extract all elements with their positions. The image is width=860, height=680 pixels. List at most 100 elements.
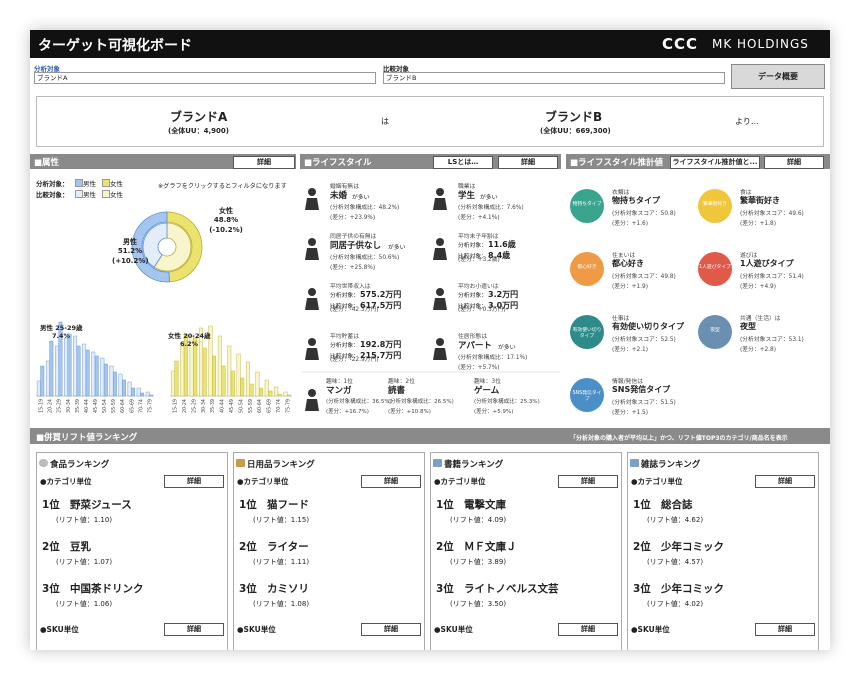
rank-number: 1位 xyxy=(42,499,60,511)
pie-slice xyxy=(153,222,192,272)
pie-label: 男性 xyxy=(123,238,137,246)
header-title: ターゲット可視化ボード xyxy=(38,38,192,54)
pie-value-label: 48.8% xyxy=(213,216,239,224)
rank-lift: (リフト値：4.57) xyxy=(647,558,704,566)
item-note: (差分：+4.9) xyxy=(740,284,776,290)
x-tick-label: 50-54 xyxy=(102,399,108,413)
section-title: ■属性 xyxy=(34,158,60,168)
age-bar xyxy=(85,349,90,397)
item-note: (差分：+4.1%) xyxy=(458,215,500,221)
overview-button[interactable]: データ概要 xyxy=(731,64,825,89)
hobby-note: (差分：+5.9%) xyxy=(474,409,514,415)
item-row-label: 比較対象： xyxy=(330,304,359,310)
item-note: (分析対象スコア：50.8) xyxy=(612,211,676,217)
rank-number: 2位 xyxy=(42,541,60,553)
button[interactable]: 詳細 xyxy=(164,623,224,636)
item-note: (差分：+5.7%) xyxy=(458,365,500,371)
age-bar xyxy=(140,392,145,397)
item-row-label: 比較対象： xyxy=(330,354,359,360)
icon xyxy=(305,348,319,360)
type-icon xyxy=(570,189,604,223)
button[interactable]: 詳細 xyxy=(558,475,618,488)
icon xyxy=(305,198,319,210)
item-suffix: が多い xyxy=(388,245,406,251)
ranking-card xyxy=(627,452,819,650)
rank-number: 3位 xyxy=(239,583,257,595)
dashboard: 15-19 20-24 25-29 30-34 35-39 40-44 45-49 50-54… xyxy=(30,30,830,650)
age-bar xyxy=(202,347,207,397)
age-bar xyxy=(94,355,99,397)
rank-name: ＭＦ文庫Ｊ xyxy=(464,541,517,553)
type-icon-text: 夜型 xyxy=(710,328,720,333)
age-peak-label: 女性 20-24歳 xyxy=(168,332,211,340)
button[interactable]: 詳細 xyxy=(361,623,421,636)
type-icon xyxy=(570,378,604,412)
age-peak-value: 7.4% xyxy=(52,332,71,340)
button[interactable]: 詳細 xyxy=(755,475,815,488)
icon xyxy=(433,248,447,260)
summary-uu: (全体UU：4,900) xyxy=(168,127,229,135)
button[interactable]: ライフスタイル推計値と... xyxy=(670,156,760,169)
filter-note: ※グラフをクリックするとフィルタになります xyxy=(158,183,287,190)
item-note: (分析対象スコア：53.1) xyxy=(740,337,804,343)
age-bar xyxy=(217,335,222,397)
item-suffix: が多い xyxy=(498,345,516,351)
rank-lift: (リフト値：1.15) xyxy=(253,516,310,524)
x-tick-label: 35-39 xyxy=(210,399,216,413)
summary-suffix: より… xyxy=(735,117,759,126)
type-icon xyxy=(570,252,604,286)
unit-label: ●カテゴリ単位 xyxy=(40,477,92,486)
card-title: 日用品ランキング xyxy=(247,460,315,470)
item-label: 仕事は xyxy=(612,316,630,322)
rank-name: 電撃文庫 xyxy=(464,499,506,511)
filter-select[interactable]: ブランドB xyxy=(383,72,725,84)
item-row-value: 3.2万円 xyxy=(488,290,519,299)
item-label: 職業は xyxy=(458,184,476,190)
section-title: ■ライフスタイル xyxy=(304,158,372,168)
unit-label: ●SKU単位 xyxy=(237,625,276,634)
item-value: アパート xyxy=(458,341,492,351)
filter-select[interactable]: ブランドA xyxy=(34,72,376,84)
type-icon-text: SNS発信タイプ xyxy=(572,391,602,402)
age-bar xyxy=(264,379,269,397)
age-peak-label: 男性 25-29歳 xyxy=(40,324,83,332)
rank-name: 豆乳 xyxy=(70,541,91,553)
button[interactable]: 詳細 xyxy=(233,156,295,169)
rank-name: 総合誌 xyxy=(661,499,693,511)
pie-diff-label: (-10.2%) xyxy=(209,226,243,234)
button[interactable]: 詳細 xyxy=(755,623,815,636)
button[interactable]: 詳細 xyxy=(164,475,224,488)
button[interactable]: 詳細 xyxy=(764,156,824,169)
rank-name: 中国茶ドリンク xyxy=(70,583,144,595)
rank-number: 1位 xyxy=(436,499,454,511)
hobby-value: マンガ xyxy=(326,386,352,396)
age-bar xyxy=(174,360,179,397)
button[interactable]: 詳細 xyxy=(498,156,558,169)
type-icon-text: 繁華街好き xyxy=(703,202,727,207)
item-row-value: 8.4歳 xyxy=(488,251,511,260)
summary-name: ブランドB xyxy=(545,110,603,124)
age-bar xyxy=(236,353,241,397)
button[interactable]: 詳細 xyxy=(361,475,421,488)
summary-particle: は xyxy=(381,117,389,126)
age-bar xyxy=(122,379,126,397)
section-note: 「分析対象の購入者が平均以上」かつ、リフト値TOP3のカテゴリ/商品名を表示 xyxy=(570,435,788,442)
button[interactable]: 詳細 xyxy=(558,623,618,636)
item-note: (分析対象構成比：17.1%) xyxy=(458,355,528,361)
ranking-card xyxy=(36,452,228,650)
item-note: (差分：+3.2歳) xyxy=(458,257,500,263)
age-bar xyxy=(45,360,50,397)
item-row-value: 575.2万円 xyxy=(360,290,402,299)
item-note: (差分：+1.6) xyxy=(612,221,648,227)
rank-lift: (リフト値：1.07) xyxy=(56,558,113,566)
button[interactable]: LSとは… xyxy=(433,156,493,169)
type-icon xyxy=(698,189,732,223)
graphics-layer: 15-19 20-24 25-29 30-34 35-39 40-44 45-49 50-54… xyxy=(36,188,732,467)
card-icon xyxy=(236,459,245,467)
hobby-note: (分析対象構成比：26.5%) xyxy=(388,399,454,405)
item-row-label: 分析対象： xyxy=(458,293,487,299)
age-bar xyxy=(118,373,123,397)
x-tick-label: 45-49 xyxy=(93,399,99,413)
item-row-label: 比較対象： xyxy=(458,304,487,310)
icon xyxy=(436,288,444,296)
